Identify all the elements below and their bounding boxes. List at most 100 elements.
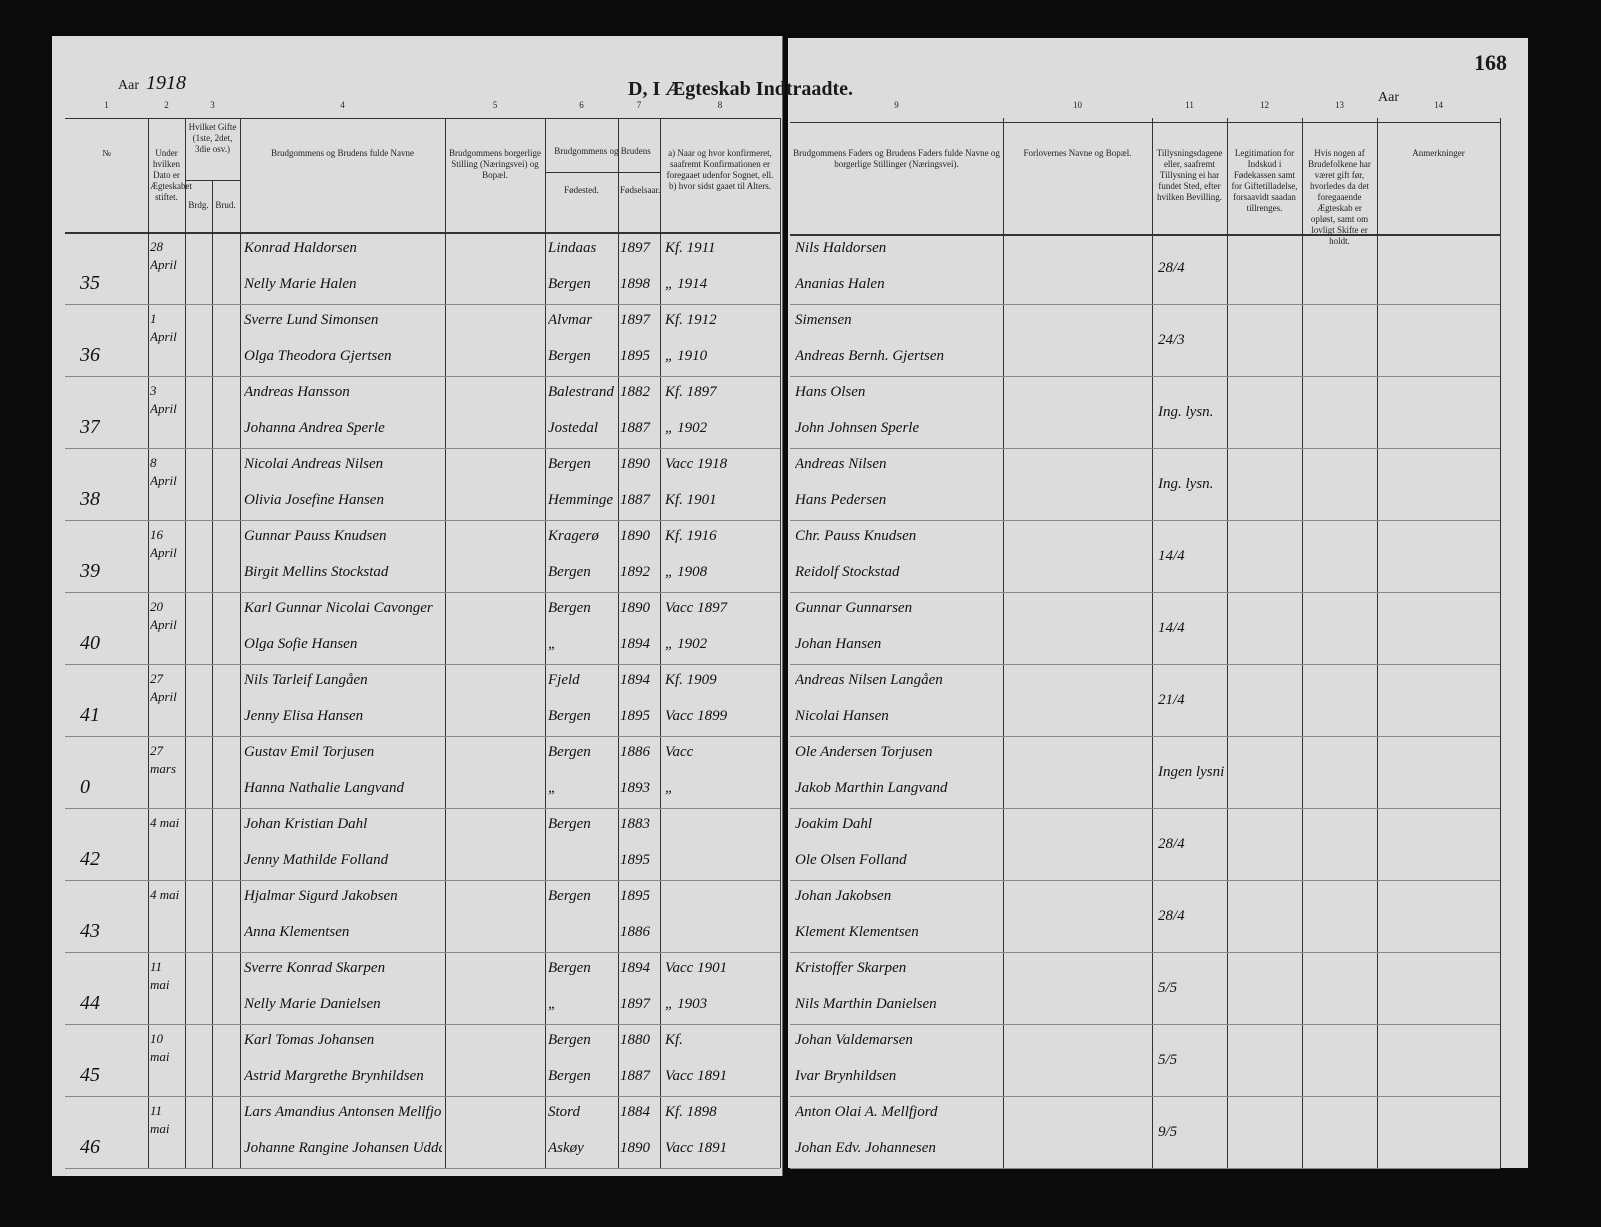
banns: 14/4 — [1158, 620, 1185, 636]
bride-father: Nicolai Hansen — [795, 708, 889, 724]
column-header: Brudgommens Faders og Brudens Faders ful… — [793, 148, 1000, 169]
banns: Ing. lysn. — [1158, 476, 1214, 492]
column-number: 2 — [164, 100, 169, 110]
banns: 28/4 — [1158, 260, 1185, 276]
column-number: 1 — [104, 100, 109, 110]
column-rule — [1227, 118, 1228, 1168]
column-number: 4 — [340, 100, 345, 110]
groom-born: 1886 — [620, 744, 650, 760]
groom-confirmed: Kf. 1898 — [665, 1104, 717, 1120]
groom-birthplace: Balestrand — [548, 384, 614, 400]
entry-number: 39 — [80, 560, 100, 582]
groom-born: 1894 — [620, 960, 650, 976]
page-number: 168 — [1474, 50, 1507, 75]
groom-father: Andreas Nilsen Langåen — [795, 672, 943, 688]
bride-birthplace: „ — [548, 636, 557, 652]
bride-born: 1898 — [620, 276, 650, 292]
groom-confirmed: Kf. 1909 — [665, 672, 717, 688]
bride-confirmed: „ 1908 — [665, 564, 708, 580]
groom-born: 1895 — [620, 888, 650, 904]
bride-name: Nelly Marie Halen — [244, 276, 357, 292]
entry-date: 20 April — [150, 599, 177, 632]
bride-name: Birgit Mellins Stockstad — [244, 564, 389, 580]
bride-name: Olga Sofie Hansen — [244, 636, 358, 652]
row-rule — [790, 1024, 1500, 1025]
groom-confirmed: Kf. 1912 — [665, 312, 717, 328]
bride-birthplace: Askøy — [548, 1140, 584, 1156]
column-number: 10 — [1073, 100, 1082, 110]
bride-born: 1894 — [620, 636, 650, 652]
bride-confirmed: „ 1902 — [665, 636, 708, 652]
bride-father: Johan Hansen — [795, 636, 882, 652]
sub-header: Brdg. — [188, 200, 209, 210]
bride-father: Ole Olsen Folland — [795, 852, 907, 868]
row-rule — [790, 448, 1500, 449]
column-rule — [1377, 118, 1378, 1168]
bride-birthplace: Hemminge — [548, 492, 613, 508]
column-rule — [780, 118, 781, 1168]
groom-birthplace: Stord — [548, 1104, 580, 1120]
page-title: D, I Ægteskab Indtraadte. — [628, 78, 854, 100]
column-rule — [660, 118, 661, 1168]
bride-confirmed: „ 1914 — [665, 276, 708, 292]
groom-father: Johan Jakobsen — [795, 888, 892, 904]
header-rule — [790, 122, 1500, 123]
groom-born: 1894 — [620, 672, 650, 688]
entry-number: 35 — [80, 272, 100, 294]
groom-father: Kristoffer Skarpen — [795, 960, 907, 976]
row-rule — [790, 880, 1500, 881]
groom-confirmed: Kf. 1911 — [665, 240, 716, 256]
bride-name: Johanne Rangine Johansen Uddal — [244, 1140, 442, 1156]
column-header: Brudgommens borgerlige Stilling (Nærings… — [448, 148, 542, 180]
groom-birthplace: Bergen — [548, 600, 591, 616]
bride-father: Jakob Marthin Langvand — [795, 780, 948, 796]
column-header: Brudgommens og Brudens fulde Navne — [271, 148, 414, 158]
groom-father: Hans Olsen — [795, 384, 866, 400]
groom-name: Sverre Konrad Skarpen — [244, 960, 386, 976]
groom-name: Andreas Hansson — [244, 384, 350, 400]
bride-born: 1886 — [620, 924, 650, 940]
row-rule — [65, 520, 780, 521]
groom-name: Konrad Haldorsen — [244, 240, 357, 256]
entry-number: 37 — [80, 416, 100, 438]
groom-born: 1883 — [620, 816, 650, 832]
row-rule — [65, 952, 780, 953]
row-rule — [790, 304, 1500, 305]
groom-born: 1880 — [620, 1032, 650, 1048]
groom-father: Chr. Pauss Knudsen — [795, 528, 917, 544]
groom-born: 1890 — [620, 456, 650, 472]
column-header: Tillysningsdagene eller, saafremt Tillys… — [1156, 148, 1223, 202]
groom-name: Karl Tomas Johansen — [244, 1032, 375, 1048]
entry-number: 38 — [80, 488, 100, 510]
groom-confirmed: Kf. — [665, 1032, 683, 1048]
year-label: Aar — [1378, 90, 1399, 105]
column-number: 11 — [1185, 100, 1194, 110]
column-header: Hvis nogen af Brudefolkene har været gif… — [1308, 148, 1371, 246]
bride-name: Olga Theodora Gjertsen — [244, 348, 392, 364]
column-rule — [212, 180, 213, 1168]
groom-name: Hjalmar Sigurd Jakobsen — [244, 888, 398, 904]
groom-birthplace: Lindaas — [548, 240, 597, 256]
bride-born: 1887 — [620, 420, 650, 436]
entry-number: 43 — [80, 920, 100, 942]
groom-birthplace: Kragerø — [548, 528, 599, 544]
groom-father: Johan Valdemarsen — [795, 1032, 913, 1048]
column-rule — [445, 118, 446, 1168]
bride-name: Astrid Margrethe Brynhildsen — [244, 1068, 424, 1084]
gutter — [782, 36, 783, 1176]
entry-date: 1 April — [150, 311, 177, 344]
banns: 24/3 — [1158, 332, 1185, 348]
bride-father: Andreas Bernh. Gjertsen — [795, 348, 945, 364]
entry-date: 3 April — [150, 383, 177, 416]
bride-born: 1890 — [620, 1140, 650, 1156]
column-number: 9 — [894, 100, 899, 110]
bride-father: Johan Edv. Johannesen — [795, 1140, 936, 1156]
header-rule — [790, 234, 1500, 236]
entry-date: 28 April — [150, 239, 177, 272]
groom-birthplace: Bergen — [548, 744, 591, 760]
entry-number: 44 — [80, 992, 100, 1014]
groom-name: Johan Kristian Dahl — [244, 816, 368, 832]
column-number: 8 — [717, 100, 723, 110]
groom-name: Sverre Lund Simonsen — [244, 312, 379, 328]
bride-birthplace: Bergen — [548, 708, 591, 724]
